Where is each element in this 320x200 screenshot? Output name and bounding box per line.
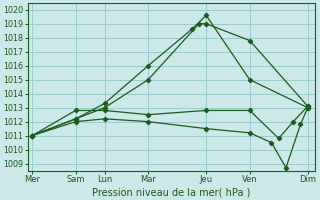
X-axis label: Pression niveau de la mer( hPa ): Pression niveau de la mer( hPa ) [92,187,251,197]
